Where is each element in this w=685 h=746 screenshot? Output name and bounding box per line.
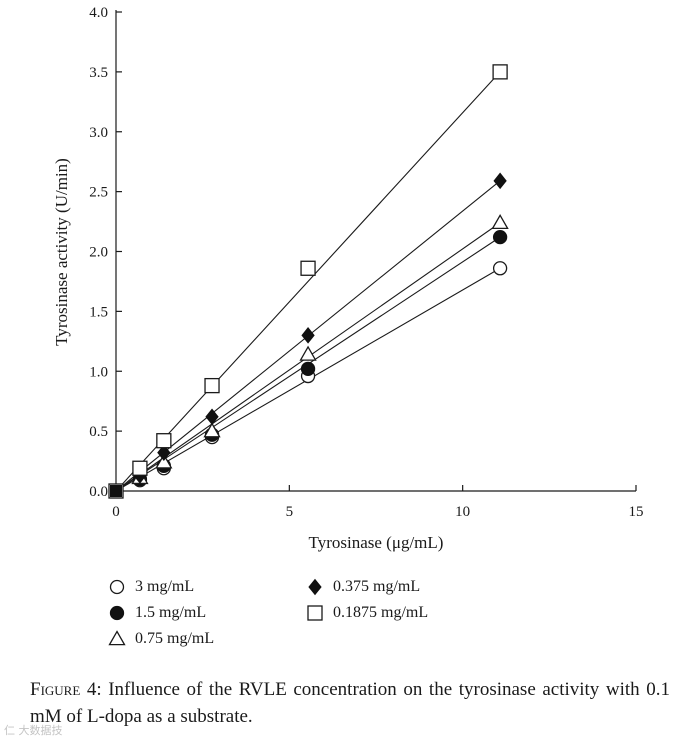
y-axis-label: Tyrosinase activity (U/min)	[52, 158, 71, 346]
legend-marker	[109, 579, 125, 595]
legend-marker	[108, 630, 126, 646]
legend-marker-shape	[109, 605, 125, 621]
y-tick-label: 1.5	[89, 304, 108, 320]
axes	[115, 10, 636, 492]
data-point	[299, 345, 317, 361]
caption-text: Influence of the RVLE concentration on t…	[30, 679, 670, 727]
fit-line	[115, 71, 501, 492]
legend-item: 0.1875 mg/mL	[306, 604, 428, 622]
legend-label: 0.375 mg/mL	[333, 578, 421, 595]
data-point	[492, 64, 508, 80]
data-point	[203, 422, 221, 438]
data-point	[300, 361, 316, 377]
figure-label: Figure 4:	[30, 679, 102, 700]
fit-lines	[115, 71, 501, 492]
y-tick-label: 0.5	[89, 424, 108, 440]
legend-marker-shape	[307, 605, 323, 621]
legend-marker-shape	[308, 578, 322, 596]
x-tick-label: 5	[286, 504, 294, 520]
x-tick-label: 15	[629, 504, 644, 520]
data-points	[108, 64, 509, 499]
y-axis-ticks: 0.0 0.5 1.0 1.5 2.0 2.5 3.0 3.5 4.0	[89, 5, 122, 500]
x-tick-label: 10	[455, 504, 470, 520]
figure-caption: Figure 4: Influence of the RVLE concentr…	[30, 676, 670, 730]
data-point	[301, 327, 315, 344]
data-point	[300, 260, 316, 276]
legend-item: 3 mg/mL	[108, 578, 194, 596]
x-axis-label: Tyrosinase (μg/mL)	[309, 533, 444, 552]
legend-item: 1.5 mg/mL	[108, 604, 206, 622]
y-tick-label: 4.0	[89, 5, 108, 21]
chart: 0 5 10 15 0.0 0.5 1.0 1.5 2.0 2.5 3.0 3.5 4.0 Tyros…	[52, 5, 644, 552]
data-point	[491, 213, 509, 230]
legend-marker	[308, 578, 322, 596]
data-point	[132, 460, 148, 476]
legend-marker-shape	[109, 579, 125, 595]
legend-label: 0.1875 mg/mL	[333, 604, 429, 621]
x-axis-ticks: 0 5 10 15	[112, 485, 644, 520]
legend-label: 0.75 mg/mL	[135, 630, 215, 647]
data-point	[110, 485, 122, 497]
data-point	[492, 229, 508, 245]
legend: 3 mg/mL 1.5 mg/mL 0.75 mg/mL 0.375 mg/mL 0.1…	[108, 578, 528, 658]
data-point	[205, 408, 219, 426]
legend-item: 0.375 mg/mL	[306, 578, 420, 596]
y-tick-label: 2.0	[89, 245, 108, 261]
legend-label: 3 mg/mL	[135, 578, 195, 595]
y-tick-label: 2.5	[89, 185, 108, 201]
legend-item: 0.75 mg/mL	[108, 630, 214, 648]
legend-marker-shape	[108, 630, 126, 646]
data-point	[204, 377, 220, 394]
y-tick-label: 0.0	[89, 484, 108, 500]
x-tick-label: 0	[112, 504, 120, 520]
y-tick-label: 3.0	[89, 125, 108, 141]
y-tick-label: 1.0	[89, 364, 108, 380]
legend-marker	[109, 605, 125, 621]
data-point	[492, 261, 508, 276]
data-point	[493, 172, 507, 190]
data-point	[156, 433, 172, 449]
legend-marker	[307, 605, 323, 621]
data-point	[155, 453, 173, 469]
y-tick-label: 3.5	[89, 65, 108, 81]
data-point	[157, 444, 171, 461]
legend-label: 1.5 mg/mL	[135, 604, 207, 621]
watermark: 仁 大数据技	[4, 724, 63, 737]
